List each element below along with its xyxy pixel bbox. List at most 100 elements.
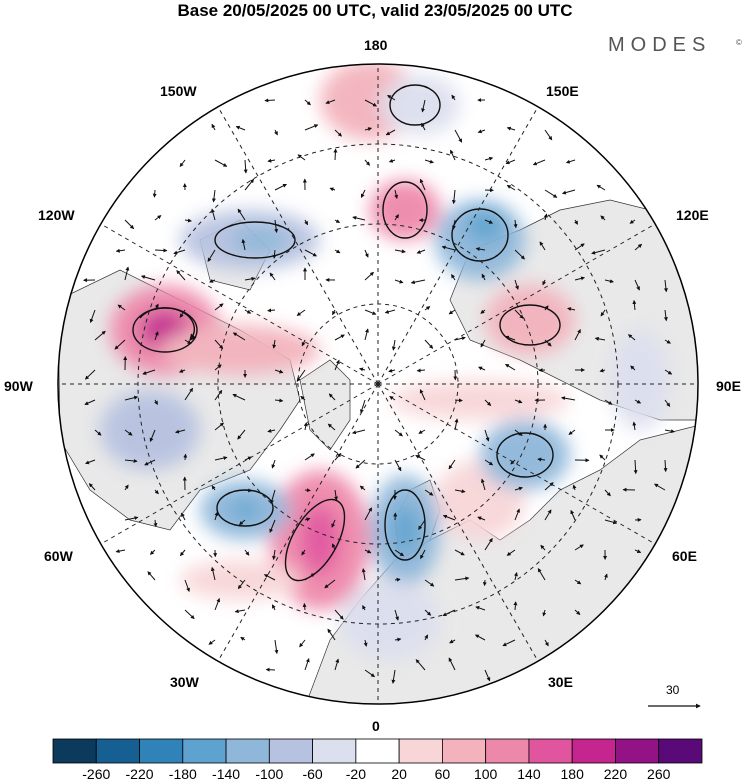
wind-vector bbox=[421, 122, 426, 131]
wind-vector bbox=[124, 458, 138, 463]
wind-vector bbox=[484, 156, 494, 161]
wind-vector bbox=[331, 543, 336, 551]
wind-vector bbox=[263, 574, 276, 581]
wind-vectors bbox=[83, 94, 675, 684]
wind-vector bbox=[327, 423, 336, 431]
wind-vector bbox=[332, 309, 336, 316]
wind-vector bbox=[299, 639, 306, 648]
wind-vector bbox=[147, 571, 156, 581]
wind-vector bbox=[448, 459, 456, 470]
wind-vector bbox=[94, 330, 106, 341]
wind-vector bbox=[394, 549, 405, 557]
wind-vector bbox=[363, 639, 368, 647]
wind-vector bbox=[153, 519, 158, 528]
wind-vector bbox=[142, 369, 156, 375]
wind-vector bbox=[270, 489, 276, 505]
meridians bbox=[58, 64, 698, 704]
wind-vector bbox=[418, 429, 426, 434]
wind-vector bbox=[207, 249, 216, 262]
wind-vector bbox=[454, 129, 463, 143]
wind-vector bbox=[394, 189, 399, 199]
wind-vector bbox=[454, 576, 470, 581]
wind-vector bbox=[410, 279, 426, 285]
wind-vector bbox=[532, 159, 546, 166]
wind-vector bbox=[184, 579, 190, 593]
wind-vector bbox=[484, 459, 494, 466]
wind-vector bbox=[334, 489, 338, 501]
wind-vector bbox=[234, 609, 246, 614]
wind-vector bbox=[514, 508, 520, 521]
meridian-line bbox=[377, 223, 656, 385]
wind-vector bbox=[214, 159, 228, 167]
wind-vector bbox=[175, 429, 186, 434]
wind-vector bbox=[179, 549, 186, 557]
wind-vector bbox=[604, 489, 611, 497]
wind-vector bbox=[484, 219, 494, 224]
wind-vector bbox=[513, 572, 518, 581]
wind-vector bbox=[543, 213, 548, 221]
wind-vector bbox=[514, 279, 519, 290]
wind-vector bbox=[304, 453, 315, 461]
wind-vector bbox=[630, 365, 636, 371]
wind-vector bbox=[211, 123, 216, 131]
colorbar-tick-label: 220 bbox=[603, 766, 628, 782]
lon-label-30e: 30E bbox=[548, 674, 573, 690]
wind-vector bbox=[124, 429, 133, 436]
wind-vector bbox=[421, 99, 426, 113]
wind-vector bbox=[600, 215, 606, 221]
wind-vector bbox=[364, 127, 373, 132]
wind-vector bbox=[240, 636, 246, 641]
wind-vector bbox=[415, 659, 426, 671]
colorbar-tick-label: -20 bbox=[345, 766, 366, 782]
wind-vector bbox=[603, 573, 608, 581]
modes-logo: MODES bbox=[608, 34, 712, 56]
wind-vector bbox=[237, 208, 246, 221]
wind-vector bbox=[385, 129, 396, 136]
wind-vector bbox=[274, 129, 278, 136]
wind-vector bbox=[424, 579, 435, 587]
wind-vector bbox=[214, 303, 224, 311]
wind-vector bbox=[514, 399, 523, 404]
wind-vector bbox=[184, 609, 195, 620]
wind-vector bbox=[144, 459, 156, 466]
wind-vector bbox=[484, 399, 492, 406]
colorbar-tick-label: -220 bbox=[125, 766, 154, 782]
wind-vector bbox=[574, 609, 581, 615]
wind-vector bbox=[115, 549, 126, 554]
wind-vector bbox=[211, 485, 216, 491]
wind-vector bbox=[271, 604, 276, 611]
wind-vector bbox=[208, 639, 216, 645]
wind-vector bbox=[484, 537, 493, 551]
wind-vector bbox=[424, 609, 432, 616]
wind-vector bbox=[89, 309, 96, 324]
wind-vector bbox=[544, 129, 553, 141]
wind-vector bbox=[574, 243, 585, 251]
wind-vector bbox=[274, 369, 284, 374]
wind-vector bbox=[561, 189, 576, 195]
wind-vector bbox=[475, 247, 486, 252]
wind-vector bbox=[85, 459, 96, 465]
wind-vector bbox=[364, 309, 377, 315]
colorbar-tick-label: 140 bbox=[517, 766, 541, 782]
wind-vector bbox=[540, 544, 546, 551]
wind-vector bbox=[424, 634, 429, 641]
wind-vector bbox=[632, 421, 637, 431]
wind-vector bbox=[480, 309, 486, 314]
wind-vector bbox=[480, 478, 486, 491]
wind-vector bbox=[235, 125, 246, 131]
wind-vector bbox=[355, 459, 366, 469]
wind-vector bbox=[477, 516, 486, 521]
wind-vector bbox=[481, 273, 486, 281]
wind-vector bbox=[360, 189, 366, 198]
wind-vector bbox=[394, 609, 399, 621]
meridian-line bbox=[217, 106, 379, 385]
wind-vector bbox=[244, 488, 253, 493]
wind-vector bbox=[664, 369, 673, 375]
wind-vector bbox=[154, 303, 159, 311]
wind-vector bbox=[451, 274, 456, 281]
wind-vector bbox=[241, 238, 246, 251]
meridian-line bbox=[100, 223, 379, 385]
polar-stereographic-map bbox=[57, 63, 701, 709]
wind-vector bbox=[484, 429, 490, 442]
wind-vector bbox=[124, 266, 130, 281]
